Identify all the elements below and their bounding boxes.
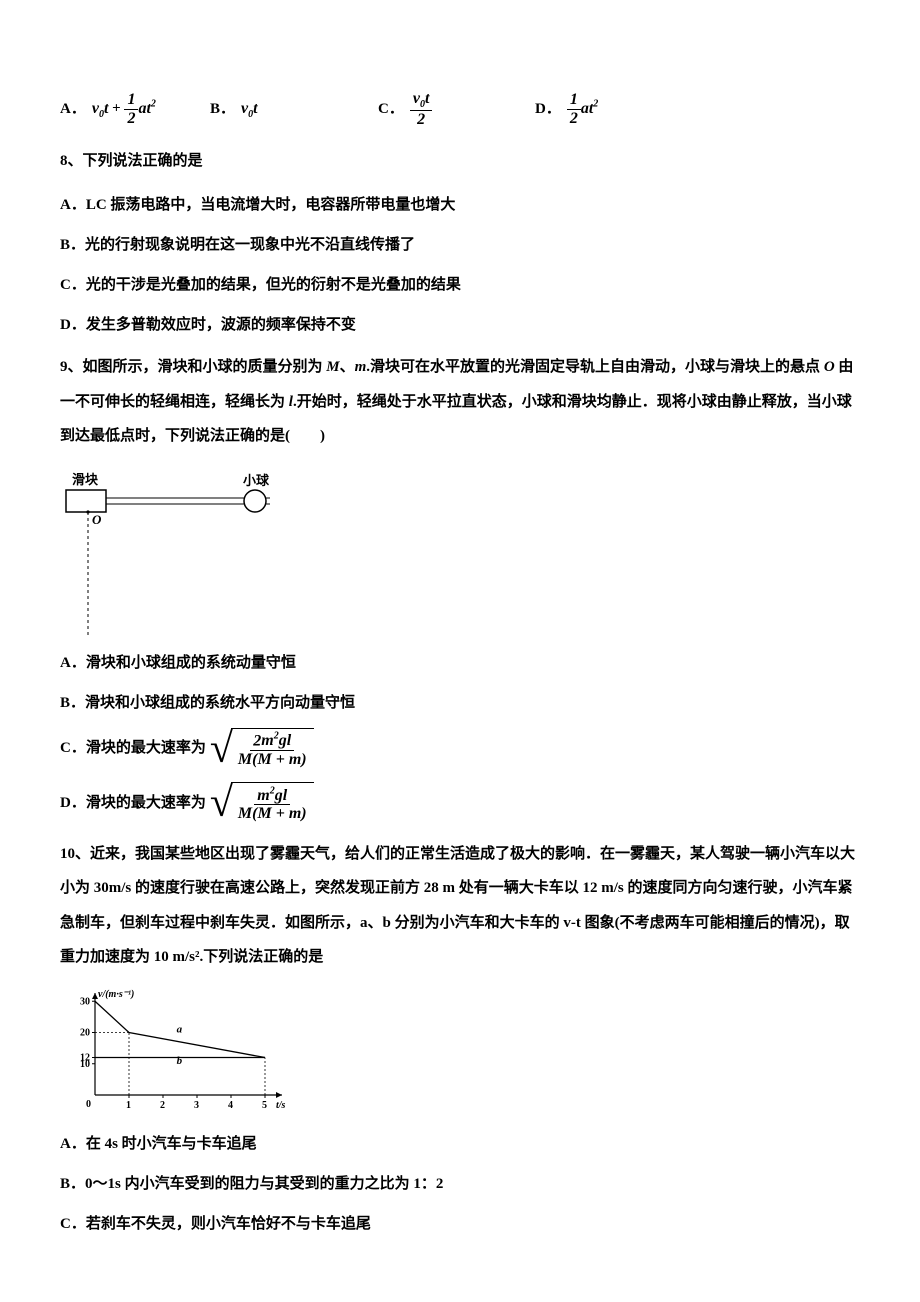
svg-text:v/(m·s⁻¹): v/(m·s⁻¹) — [98, 989, 134, 1000]
q10-opt-A: A．在 4s 时小汽车与卡车追尾 — [60, 1129, 860, 1159]
opt-label: C． — [378, 96, 404, 123]
svg-text:20: 20 — [80, 1027, 90, 1038]
q8-stem: 8、下列说法正确的是 — [60, 144, 860, 179]
q10-opt-C: C．若刹车不失灵，则小汽车恰好不与卡车追尾 — [60, 1209, 860, 1239]
q8-opt-B: B．光的行射现象说明在这一现象中光不沿直线传播了 — [60, 230, 860, 260]
q10-stem: 10、近来，我国某些地区出现了雾霾天气，给人们的正常生活造成了极大的影响．在一雾… — [60, 837, 860, 975]
q9-C-label: C．滑块的最大速率为 — [60, 733, 206, 763]
svg-text:4: 4 — [228, 1100, 233, 1111]
svg-text:1: 1 — [126, 1100, 131, 1111]
q9-opt-D: D．滑块的最大速率为 √ m2gl M(M + m) — [60, 782, 860, 823]
svg-text:12: 12 — [80, 1052, 90, 1063]
svg-text:b: b — [177, 1055, 183, 1067]
svg-text:2: 2 — [160, 1100, 165, 1111]
q9-opt-C: C．滑块的最大速率为 √ 2m2gl M(M + m) — [60, 728, 860, 769]
frac-num: m2gl — [254, 785, 290, 805]
opt-expr: v0t2 — [410, 90, 433, 129]
svg-text:小球: 小球 — [243, 473, 270, 488]
q7-opt-B: B． v0t — [210, 95, 378, 124]
opt-label: B． — [210, 96, 235, 123]
svg-text:滑块: 滑块 — [72, 472, 99, 487]
opt-expr: 12at2 — [567, 91, 598, 127]
svg-text:3: 3 — [194, 1100, 199, 1111]
q7-opt-A: A． v0t + 12at2 — [60, 91, 210, 127]
opt-label: D． — [535, 96, 561, 123]
svg-text:30: 30 — [80, 996, 90, 1007]
frac-den: M(M + m) — [235, 805, 310, 823]
opt-expr: v0t + 12at2 — [92, 91, 156, 127]
q10-chart: 01234510122030abt/sv/(m·s⁻¹) — [60, 987, 860, 1117]
svg-text:0: 0 — [86, 1099, 91, 1110]
q8-opt-D: D．发生多普勒效应时，波源的频率保持不变 — [60, 310, 860, 340]
frac-num: 2m2gl — [250, 731, 294, 751]
q7-options: A． v0t + 12at2 B． v0t C． v0t2 D． 12at2 — [60, 90, 860, 129]
q8-opt-A: A．LC 振荡电路中，当电流增大时，电容器所带电量也增大 — [60, 190, 860, 220]
q9-D-label: D．滑块的最大速率为 — [60, 788, 206, 818]
q9-opt-B: B．滑块和小球组成的系统水平方向动量守恒 — [60, 688, 860, 718]
sqrt-expr: √ 2m2gl M(M + m) — [210, 728, 314, 769]
svg-text:5: 5 — [262, 1100, 267, 1111]
svg-text:O: O — [92, 512, 102, 527]
svg-text:a: a — [177, 1023, 183, 1035]
frac-den: M(M + m) — [235, 751, 310, 769]
q7-opt-C: C． v0t2 — [378, 90, 535, 129]
q8-opt-C: C．光的干涉是光叠加的结果，但光的衍射不是光叠加的结果 — [60, 270, 860, 300]
q9-opt-A: A．滑块和小球组成的系统动量守恒 — [60, 648, 860, 678]
q7-opt-D: D． 12at2 — [535, 91, 598, 127]
q10-opt-B: B．0～1s 内小汽车受到的阻力与其受到的重力之比为 1：2 — [60, 1169, 860, 1199]
q9-diagram: 滑块 小球 O — [60, 466, 860, 636]
q9-stem: 9、如图所示，滑块和小球的质量分别为 M、m.滑块可在水平放置的光滑固定导轨上自… — [60, 350, 860, 454]
svg-text:t/s: t/s — [276, 1100, 286, 1111]
sqrt-expr: √ m2gl M(M + m) — [210, 782, 314, 823]
opt-expr: v0t — [241, 95, 258, 124]
opt-label: A． — [60, 96, 86, 123]
